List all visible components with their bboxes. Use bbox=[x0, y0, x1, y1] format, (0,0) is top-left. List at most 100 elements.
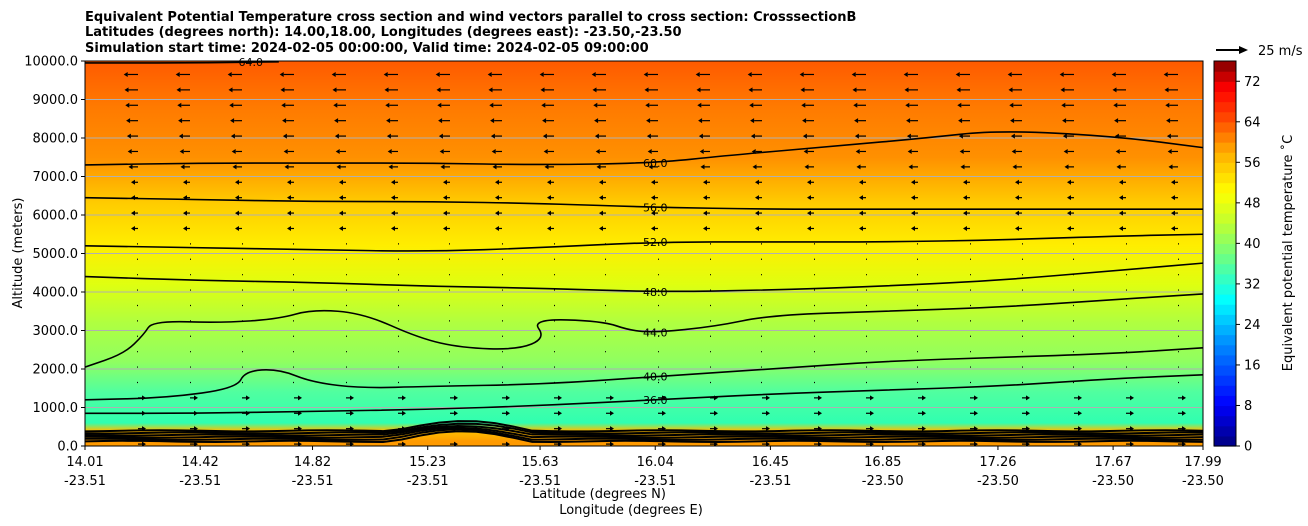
wind-vector-head bbox=[443, 210, 447, 216]
wind-vector-head bbox=[1062, 133, 1067, 139]
x-tick-label-lon: -23.51 bbox=[64, 474, 106, 489]
wind-vector-head bbox=[957, 102, 962, 108]
wind-vector-head bbox=[1062, 118, 1067, 124]
y-tick-label: 4000.0 bbox=[33, 286, 79, 301]
wind-vector-head bbox=[1015, 179, 1019, 185]
wind-vector-head bbox=[963, 179, 967, 185]
wind-vector-head bbox=[1008, 87, 1013, 93]
quiver-key-arrowhead bbox=[1239, 46, 1248, 54]
wind-vector-head bbox=[922, 441, 926, 446]
wind-vector-head bbox=[802, 118, 807, 124]
wind-vector-head bbox=[402, 395, 406, 401]
wind-vector-head bbox=[230, 118, 235, 124]
contour-labels: 36.0 40.0 44.0 48.0 52.0 56.0 60.0 64.0 bbox=[238, 56, 668, 407]
wind-vector-head bbox=[490, 118, 495, 124]
colorbar-segment bbox=[1214, 395, 1236, 407]
wind-vector-head bbox=[818, 410, 822, 416]
wind-vector-head bbox=[750, 133, 755, 139]
surface-contour bbox=[85, 420, 1203, 433]
wind-vector-head bbox=[714, 441, 718, 446]
wind-vector-head bbox=[807, 210, 811, 216]
wind-vector-head bbox=[391, 179, 395, 185]
y-tick-label: 5000.0 bbox=[33, 247, 79, 262]
wind-vector-head bbox=[443, 195, 447, 201]
wind-vector-head bbox=[818, 395, 822, 401]
wind-vector-head bbox=[387, 148, 392, 154]
wind-vector-head bbox=[714, 410, 718, 416]
colorbar-segment bbox=[1214, 324, 1236, 336]
wind-vector-head bbox=[339, 210, 343, 216]
wind-vector-head bbox=[558, 426, 562, 432]
wind-vector-head bbox=[662, 410, 666, 416]
wind-vector-head bbox=[818, 441, 822, 446]
wind-vector-head bbox=[859, 195, 863, 201]
wind-vector-head bbox=[1130, 441, 1134, 446]
colorbar-segment bbox=[1214, 375, 1236, 386]
wind-vector-head bbox=[960, 164, 965, 170]
contour-line-44 bbox=[85, 293, 1203, 368]
wind-vector-head bbox=[1111, 71, 1116, 77]
wind-vector-head bbox=[853, 102, 858, 108]
wind-vector-head bbox=[282, 118, 287, 124]
colorbar-segment bbox=[1214, 91, 1236, 103]
wind-vector-head bbox=[662, 395, 666, 401]
wind-vector-head bbox=[647, 148, 652, 154]
wind-vector-head bbox=[699, 148, 704, 154]
wind-vector-head bbox=[1078, 426, 1082, 432]
wind-vector-head bbox=[1114, 118, 1119, 124]
wind-vector-head bbox=[1064, 164, 1069, 170]
y-tick-label: 10000.0 bbox=[24, 55, 78, 70]
colorbar-segment bbox=[1214, 61, 1236, 72]
wind-vector-head bbox=[818, 426, 822, 432]
wind-vector-head bbox=[131, 195, 135, 201]
wind-vector-head bbox=[1011, 148, 1016, 154]
contour-line-48 bbox=[85, 262, 1203, 293]
colorbar-tick-label: 64 bbox=[1244, 115, 1261, 130]
wind-vector-head bbox=[610, 410, 614, 416]
contour-label-48: 48.0 bbox=[643, 286, 668, 299]
wind-vector-head bbox=[492, 164, 497, 170]
colorbar-segment bbox=[1214, 152, 1236, 163]
wind-vector-head bbox=[851, 71, 856, 77]
wind-vector-head bbox=[183, 225, 187, 231]
wind-vector-head bbox=[1182, 441, 1186, 446]
colorbar-tick-label: 56 bbox=[1244, 156, 1261, 171]
wind-vector-head bbox=[766, 395, 770, 401]
wind-vector-head bbox=[506, 426, 510, 432]
wind-vector-head bbox=[922, 426, 926, 432]
wind-vector-head bbox=[1130, 410, 1134, 416]
colorbar-segment bbox=[1214, 415, 1236, 427]
wind-vector-head bbox=[131, 210, 135, 216]
colorbar: 0 8 16 24 32 40 48 56 64 72 bbox=[1213, 60, 1261, 455]
wind-vector-head bbox=[142, 410, 146, 416]
x-tick-label-lon: -23.51 bbox=[407, 474, 449, 489]
surface-contour bbox=[85, 424, 1203, 437]
wind-vector-head bbox=[755, 179, 759, 185]
wind-vector-head bbox=[1119, 225, 1123, 231]
colorbar-segment bbox=[1214, 223, 1236, 234]
wind-vector-head bbox=[749, 102, 754, 108]
wind-vector-head bbox=[547, 179, 551, 185]
x-tick-label-lat: 16.85 bbox=[864, 455, 901, 470]
wind-vector-head bbox=[547, 210, 551, 216]
wind-vector-head bbox=[543, 148, 548, 154]
colorbar-segment bbox=[1214, 192, 1236, 204]
wind-vector-head bbox=[178, 118, 183, 124]
wind-vector-head bbox=[593, 102, 598, 108]
contour-label-36: 36.0 bbox=[643, 394, 668, 407]
y-tick-label: 3000.0 bbox=[33, 324, 79, 339]
wind-vector-head bbox=[1063, 148, 1068, 154]
wind-vector-head bbox=[246, 395, 250, 401]
wind-vector-head bbox=[287, 225, 291, 231]
x-tick-label-lon: -23.50 bbox=[977, 474, 1019, 489]
colorbar-segment bbox=[1214, 172, 1236, 184]
wind-vector-head bbox=[1026, 441, 1030, 446]
wind-vector-head bbox=[1182, 410, 1186, 416]
wind-vector-head bbox=[859, 179, 863, 185]
wind-vector-head bbox=[974, 441, 978, 446]
wind-vector-head bbox=[799, 71, 804, 77]
wind-vector-head bbox=[402, 410, 406, 416]
wind-vector-head bbox=[651, 179, 655, 185]
wind-vector-head bbox=[495, 210, 499, 216]
surface-contour-band bbox=[85, 420, 1203, 446]
